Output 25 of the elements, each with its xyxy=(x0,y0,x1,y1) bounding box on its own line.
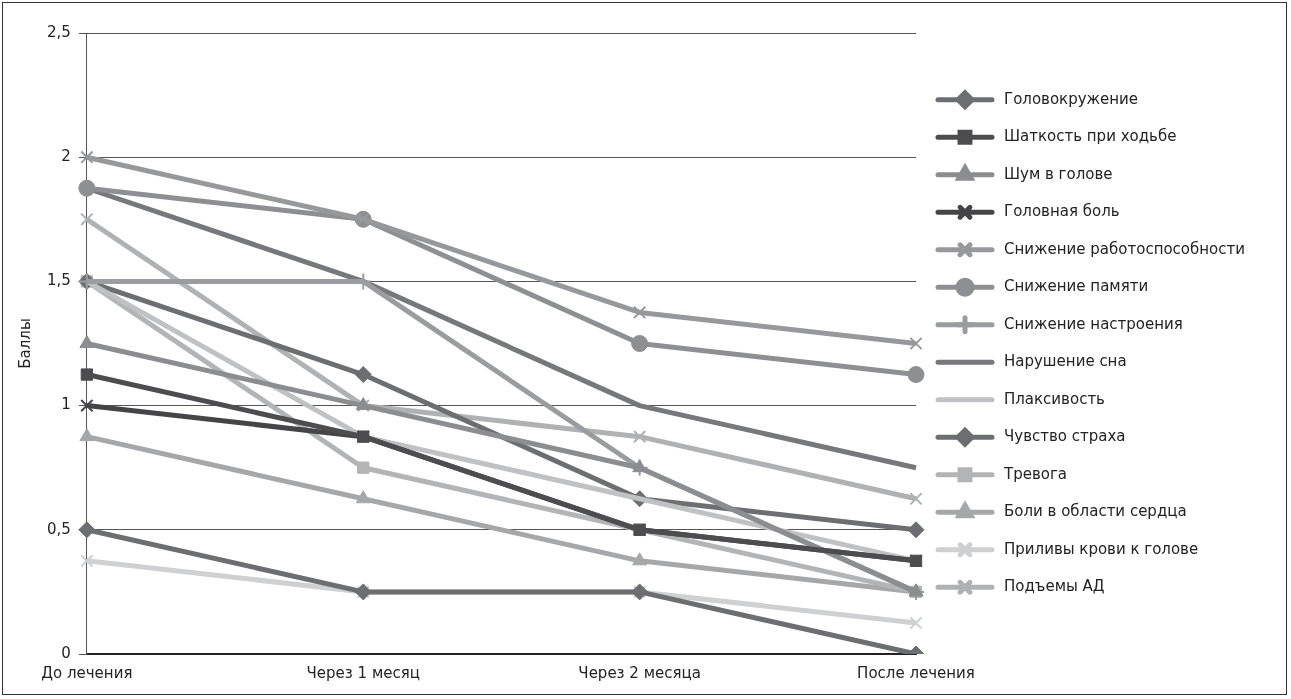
legend-label: Боли в области сердца xyxy=(1004,502,1187,521)
legend-label: Приливы крови к голове xyxy=(1004,539,1199,558)
legend-label: Чувство страха xyxy=(1004,427,1126,446)
legend-label: Головная боль xyxy=(1004,202,1120,221)
y-axis-title: Баллы xyxy=(15,318,34,369)
legend-label: Снижение работоспособности xyxy=(1004,239,1246,258)
legend-label: Снижение настроения xyxy=(1004,314,1183,333)
y-tick-label: 2 xyxy=(61,147,71,166)
y-tick-label: 1,5 xyxy=(47,271,71,290)
legend-label: Снижение памяти xyxy=(1004,277,1149,296)
legend-label: Плаксивость xyxy=(1004,389,1105,408)
legend-label: Тревога xyxy=(1003,464,1068,483)
legend-label: Шаткость при ходьбе xyxy=(1004,127,1177,146)
legend-label: Подъемы АД xyxy=(1004,577,1105,596)
y-tick-label: 0,5 xyxy=(47,519,71,538)
legend-label: Нарушение сна xyxy=(1004,352,1127,371)
y-tick-label: 1 xyxy=(61,395,71,414)
legend-label: Головокружение xyxy=(1004,89,1139,108)
x-tick-label: До лечения xyxy=(41,663,133,682)
x-tick-label: Через 2 месяца xyxy=(578,663,701,682)
y-tick-label: 2,5 xyxy=(47,22,71,41)
y-tick-label: 0 xyxy=(61,643,71,662)
x-tick-label: Через 1 месяц xyxy=(306,663,420,682)
x-tick-label: После лечения xyxy=(857,663,975,682)
legend-label: Шум в голове xyxy=(1004,164,1113,183)
